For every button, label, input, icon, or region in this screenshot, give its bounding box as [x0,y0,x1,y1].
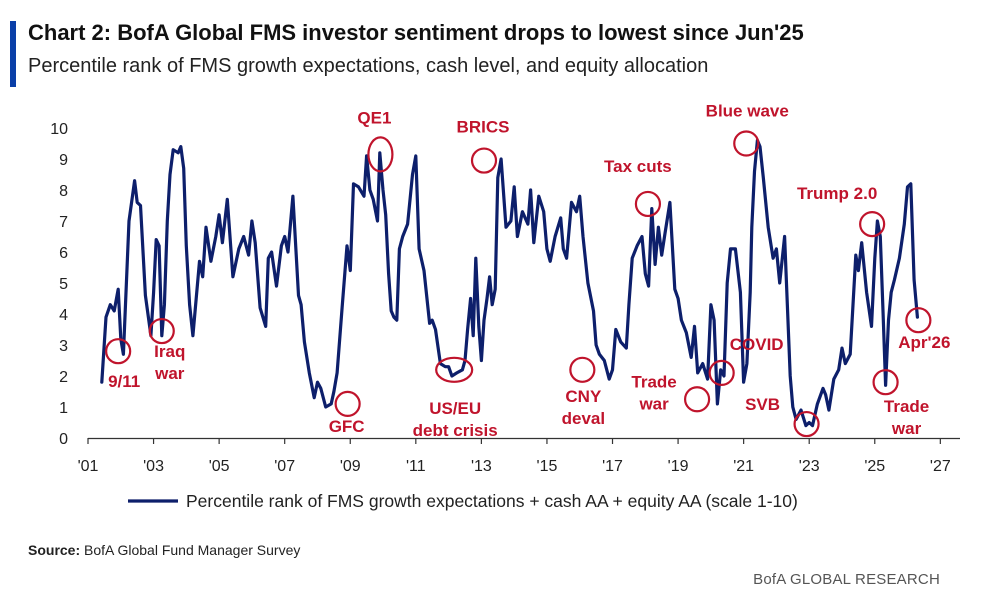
chart-title: Chart 2: BofA Global FMS investor sentim… [28,20,804,45]
sentiment-line-chart: 0 1 2 3 4 5 6 7 8 9 10 '01 '03 '05 '07 '09 '11 '13 '15 '17… [50,102,960,511]
annotation-circle [905,307,932,334]
annotation-label: GFC [329,417,365,436]
annotation-circle [148,317,175,345]
annotation-label: BRICS [457,118,510,137]
annotation-label: Blue wave [706,102,789,121]
brand-footer: BofA GLOBAL RESEARCH [753,571,940,588]
annotation-circle [569,356,596,383]
x-axis: '01 '03 '05 '07 '09 '11 '13 '15 '17 '19 '21 '23 '25 '… [78,438,951,475]
source-label: Source: [28,542,81,558]
annotation-circle [793,410,820,438]
chart-subtitle: Percentile rank of FMS growth expectatio… [28,55,709,77]
annotation-label: Tax cuts [604,157,672,176]
x-tick-label: '23 [799,458,820,475]
y-tick-label: 7 [59,214,68,231]
annotation-circle [367,136,394,173]
x-tick-label: '21 [733,458,754,475]
source-note: Source: BofA Global Fund Manager Survey [28,542,300,558]
annotation-label: Trump 2.0 [797,184,877,203]
y-tick-label: 4 [59,307,68,324]
annotation-circle [872,369,899,396]
title-accent-bar [10,21,16,87]
annotation-label: Trade war [884,397,929,438]
annotation-label: CNY deval [562,387,605,428]
y-tick-label: 1 [59,400,68,417]
annotation-label: Trade war [631,372,676,413]
annotation-circles [105,130,932,438]
x-tick-label: '27 [930,458,951,475]
x-tick-label: '05 [209,458,230,475]
annotation-circle [105,338,132,365]
y-tick-label: 6 [59,245,68,262]
x-tick-label: '15 [537,458,558,475]
annotation-circle [634,190,662,218]
y-tick-label: 3 [59,338,68,355]
annotation-circle [859,211,886,238]
x-tick-label: '11 [406,458,426,475]
annotation-label: COVID [730,335,784,354]
x-tick-label: '03 [143,458,164,475]
annotation-circle [435,356,474,383]
annotation-label: Iraq war [154,342,185,383]
annotation-circle [708,359,735,386]
x-tick-label: '19 [668,458,689,475]
x-tick-label: '09 [340,458,361,475]
annotation-labels: 9/11 Iraq war QE1 GFC US/EU debt crisis BRICS CN… [108,102,950,440]
annotation-circle [683,386,711,413]
source-text: BofA Global Fund Manager Survey [84,542,301,558]
y-tick-label: 2 [59,369,68,386]
x-tick-label: '01 [78,458,99,475]
x-tick-label: '13 [471,458,492,475]
annotation-circle [334,390,361,417]
legend: Percentile rank of FMS growth expectatio… [128,491,798,511]
series-line-fms-sentiment [100,138,920,428]
x-tick-label: '07 [274,458,295,475]
annotation-circle [733,130,760,157]
x-tick-label: '25 [864,458,885,475]
y-axis: 0 1 2 3 4 5 6 7 8 9 10 [50,121,68,448]
x-tick-label: '17 [602,458,623,475]
annotation-label: 9/11 [108,372,140,391]
y-tick-label: 8 [59,183,68,200]
annotation-circle [470,147,498,174]
y-tick-label: 10 [50,121,68,138]
y-tick-label: 0 [59,431,68,448]
y-tick-label: 9 [59,152,68,169]
legend-label: Percentile rank of FMS growth expectatio… [186,491,798,511]
annotation-label: SVB [745,395,780,414]
annotation-label: QE1 [357,108,391,127]
annotation-label: Apr'26 [898,333,950,352]
y-tick-label: 5 [59,276,68,293]
annotation-label: US/EU debt crisis [413,399,498,440]
